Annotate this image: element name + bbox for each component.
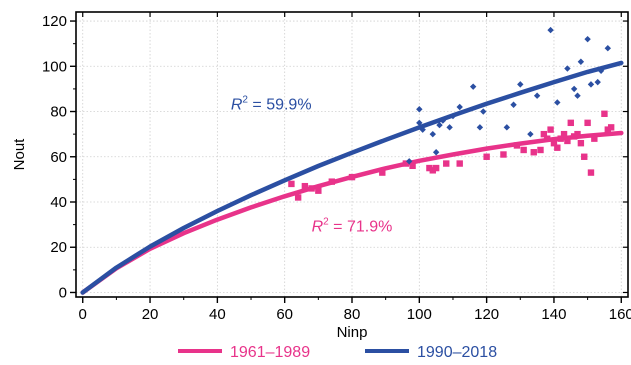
data-point-series-1 — [379, 169, 386, 176]
data-point-series-1 — [537, 146, 544, 154]
annotations: R2 = 59.9% R2 = 71.9% — [231, 94, 393, 235]
data-point-series-1 — [570, 133, 578, 140]
grid — [76, 12, 628, 297]
y-tick-label: 0 — [59, 284, 67, 301]
data-point-series-1 — [500, 151, 507, 158]
x-tick-label: 40 — [209, 306, 226, 323]
data-point-series-1 — [591, 135, 598, 142]
data-points — [288, 26, 615, 201]
fit-line-series-2 — [80, 60, 624, 295]
r-squared-annotation-1: R2 = 59.9% — [231, 94, 312, 113]
data-point-series-2 — [547, 26, 554, 34]
data-point-series-2 — [456, 103, 463, 111]
x-tick-label: 120 — [474, 306, 499, 323]
data-point-series-1 — [560, 130, 568, 138]
data-point-series-1 — [315, 187, 322, 194]
x-tick-label: 100 — [407, 306, 432, 323]
x-tick-label: 160 — [609, 306, 631, 323]
data-point-series-2 — [476, 124, 484, 131]
data-point-series-2 — [469, 83, 477, 90]
data-point-series-2 — [436, 121, 443, 129]
data-point-series-2 — [432, 149, 440, 156]
y-tick-label: 60 — [50, 149, 67, 166]
data-point-series-2 — [446, 124, 453, 131]
data-point-series-1 — [567, 119, 574, 127]
data-point-series-2 — [449, 112, 457, 120]
data-point-series-2 — [527, 130, 534, 138]
x-tick-label: 80 — [344, 306, 361, 323]
data-point-series-1 — [456, 160, 463, 167]
y-tick-label: 20 — [50, 239, 67, 256]
data-point-series-1 — [587, 169, 595, 176]
x-axis-title: Ninp — [337, 324, 368, 341]
x-tick-label: 0 — [79, 306, 87, 323]
data-point-series-1 — [557, 135, 564, 142]
data-point-series-2 — [503, 124, 511, 131]
data-point-series-2 — [510, 101, 517, 108]
data-point-series-2 — [597, 67, 605, 75]
y-axis-title: Nout — [11, 138, 28, 171]
data-point-series-2 — [416, 119, 423, 127]
data-point-series-1 — [348, 173, 356, 181]
data-point-series-2 — [570, 85, 578, 93]
data-point-series-1 — [550, 139, 558, 147]
data-point-series-1 — [294, 194, 302, 201]
r-squared-annotation-2: R2 = 71.9% — [312, 216, 393, 235]
data-point-series-1 — [443, 160, 450, 167]
data-point-series-2 — [533, 92, 541, 99]
data-point-series-1 — [409, 162, 416, 170]
data-point-series-1 — [513, 142, 521, 149]
data-point-series-1 — [547, 126, 554, 133]
data-point-series-2 — [439, 117, 447, 124]
data-point-series-1 — [584, 119, 591, 127]
data-point-series-2 — [429, 130, 436, 138]
data-point-series-1 — [426, 164, 433, 172]
x-tick-label: 20 — [142, 306, 159, 323]
data-point-series-1 — [301, 182, 309, 190]
data-point-series-2 — [406, 158, 413, 165]
y-tick-label: 100 — [42, 58, 67, 75]
data-point-series-1 — [328, 178, 336, 185]
data-point-series-2 — [517, 81, 524, 88]
data-point-series-1 — [577, 139, 585, 147]
data-point-series-1 — [288, 180, 295, 188]
data-point-series-1 — [601, 110, 608, 117]
legend: 1961–1989 1990–2018 — [178, 344, 497, 361]
data-point-series-2 — [594, 78, 601, 86]
legend-label-series-2: 1990–2018 — [417, 344, 497, 361]
y-tick-label: 80 — [50, 104, 67, 121]
data-point-series-1 — [530, 149, 537, 156]
x-tick-label: 140 — [541, 306, 566, 323]
data-point-series-2 — [564, 65, 571, 72]
axes: 0 20 40 60 80 100 120 140 160 0 20 40 60 80 100 120 Ninp… — [11, 11, 631, 341]
data-point-series-2 — [554, 99, 561, 106]
data-point-series-2 — [416, 106, 423, 113]
data-point-series-1 — [429, 167, 436, 174]
y-tick-label: 40 — [50, 194, 67, 211]
data-point-series-2 — [419, 126, 426, 133]
data-point-series-2 — [587, 81, 595, 88]
data-point-series-1 — [564, 137, 571, 145]
data-point-series-1 — [544, 135, 551, 142]
data-point-series-1 — [604, 126, 612, 133]
data-point-series-1 — [540, 130, 548, 138]
data-point-series-1 — [308, 185, 315, 192]
x-tick-label: 60 — [276, 306, 293, 323]
data-point-series-1 — [402, 160, 410, 167]
data-point-series-1 — [520, 146, 527, 154]
data-point-series-2 — [577, 58, 585, 65]
data-point-series-1 — [574, 130, 581, 138]
legend-label-series-1: 1961–1989 — [230, 344, 310, 361]
data-point-series-1 — [607, 124, 615, 131]
data-point-series-2 — [574, 92, 581, 99]
data-point-series-2 — [604, 44, 612, 52]
data-point-series-1 — [432, 164, 440, 172]
y-tick-label: 120 — [42, 13, 67, 30]
data-point-series-2 — [480, 108, 487, 115]
data-point-series-1 — [483, 153, 490, 160]
data-point-series-2 — [584, 35, 591, 43]
data-point-series-1 — [554, 144, 561, 151]
data-point-series-1 — [581, 153, 588, 160]
